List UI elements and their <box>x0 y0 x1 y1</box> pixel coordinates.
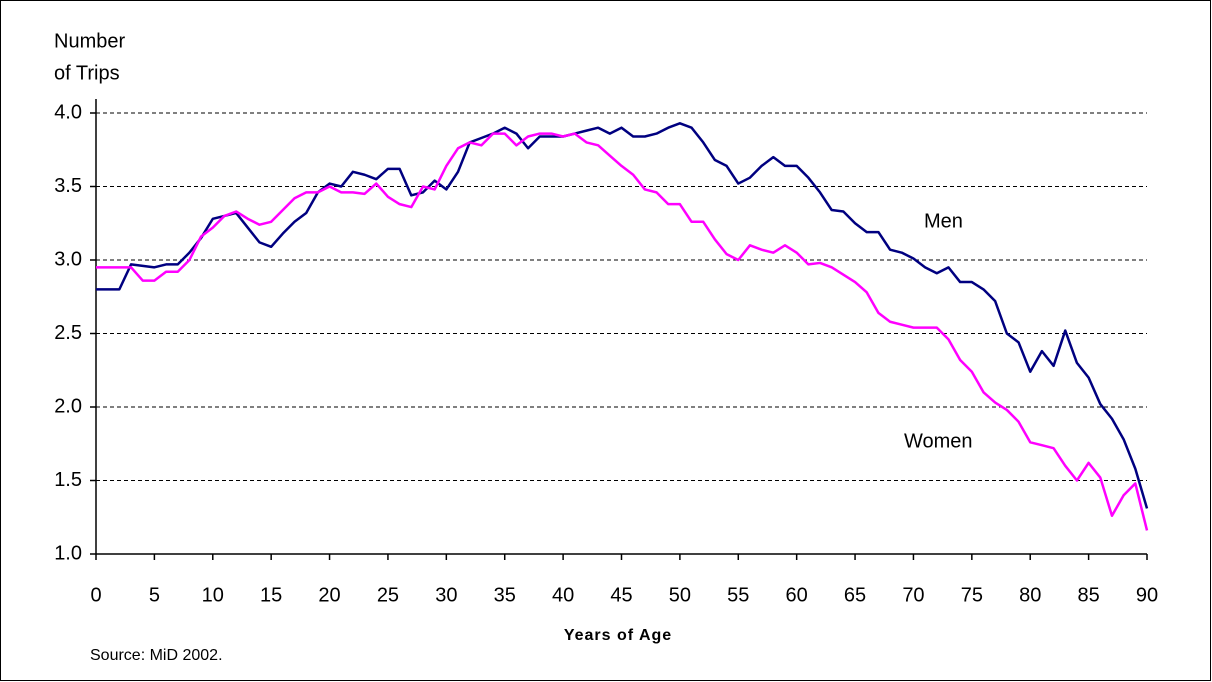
x-tick-label: 5 <box>149 584 160 606</box>
x-tick-label: 90 <box>1136 584 1158 606</box>
x-tick-label: 80 <box>1019 584 1041 606</box>
y-tick-label: 3.0 <box>54 248 82 270</box>
y-axis-label: Number <box>54 30 125 52</box>
y-axis-label: of Trips <box>54 62 120 84</box>
line <box>96 122 1149 509</box>
y-tick-label: 2.0 <box>54 395 82 417</box>
annotation: Men <box>924 210 963 232</box>
x-tick-label: 70 <box>902 584 924 606</box>
x-tick-label: 0 <box>90 584 101 606</box>
x-axis-label: Years of Age <box>564 627 672 644</box>
y-tick-label: 3.5 <box>54 175 82 197</box>
x-tick-label: 65 <box>844 584 866 606</box>
y-tick-label: 2.5 <box>54 322 82 344</box>
x-tick-label: 55 <box>727 584 749 606</box>
x-tick-label: 10 <box>202 584 224 606</box>
x-tick-label: 15 <box>260 584 282 606</box>
annotation: Women <box>904 430 973 452</box>
x-tick-label: 60 <box>786 584 808 606</box>
x-tick-label: 25 <box>377 584 399 606</box>
line <box>96 132 1149 531</box>
x-tick-label: 35 <box>494 584 516 606</box>
x-tick-label: 85 <box>1077 584 1099 606</box>
x-tick-label: 50 <box>669 584 691 606</box>
y-tick-label: 1.0 <box>54 542 82 564</box>
x-tick-label: 75 <box>961 584 983 606</box>
x-tick-label: 30 <box>435 584 457 606</box>
y-tick-label: 4.0 <box>54 101 82 123</box>
x-tick-label: 45 <box>610 584 632 606</box>
x-tick-label: 20 <box>318 584 340 606</box>
source: Source: MiD 2002. <box>90 647 223 664</box>
x-tick-label: 40 <box>552 584 574 606</box>
y-tick-label: 1.5 <box>54 469 82 491</box>
